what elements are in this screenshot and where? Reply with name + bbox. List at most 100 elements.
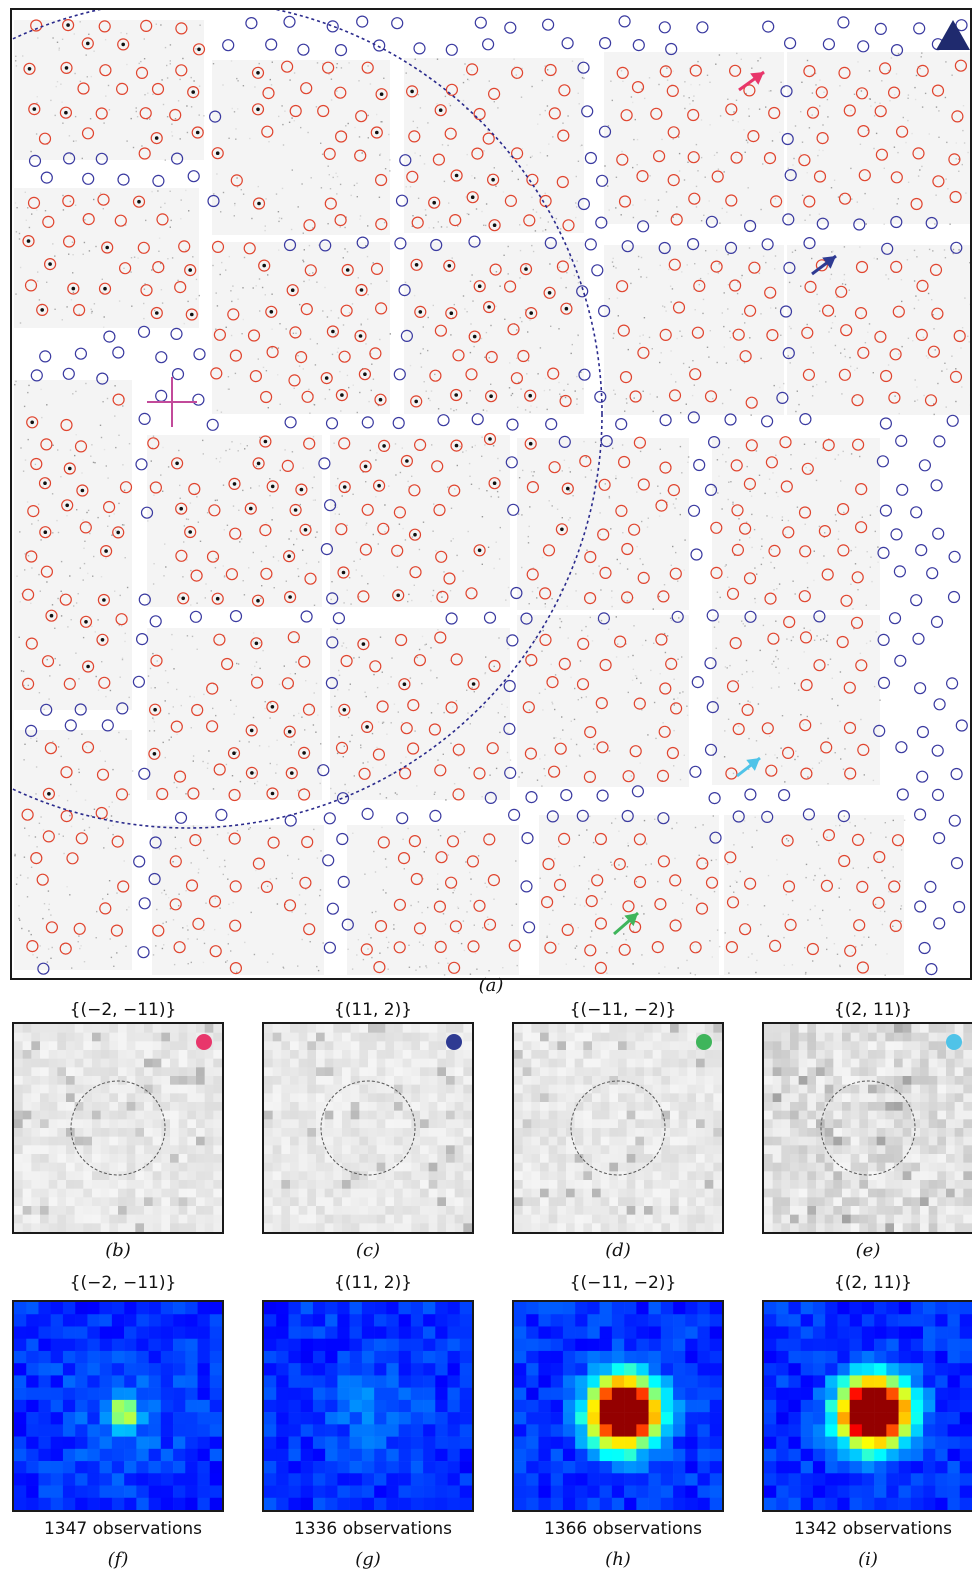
predicted-spot	[408, 528, 422, 541]
observed-spot	[40, 308, 44, 312]
predicted-spot-gap	[893, 565, 907, 578]
predicted-spot	[82, 213, 95, 226]
predicted-spot-gap	[704, 743, 718, 756]
predicted-spot-gap	[577, 197, 591, 211]
predicted-spot	[504, 194, 517, 207]
predicted-spot-gap	[561, 37, 574, 50]
predicted-spot	[874, 330, 887, 343]
predicted-spot	[281, 459, 294, 472]
predicted-spot	[616, 66, 629, 80]
predicted-spot	[298, 655, 311, 668]
predicted-spot	[213, 328, 226, 341]
predicted-spot-gap	[877, 633, 890, 647]
predicted-spot	[60, 418, 73, 432]
predicted-spot	[22, 677, 35, 691]
predicted-spot	[927, 345, 941, 358]
predicted-spot	[525, 653, 538, 667]
predicted-spot	[376, 700, 389, 713]
predicted-spot-gap	[591, 264, 604, 277]
predicted-spot	[115, 82, 129, 96]
detector-module	[152, 825, 324, 975]
predicted-spot	[670, 213, 683, 226]
observed-spot	[454, 173, 459, 178]
predicted-spot	[184, 525, 197, 539]
predicted-spot	[191, 126, 204, 139]
predicted-spot	[598, 478, 611, 491]
predicted-spot-gap	[522, 921, 536, 934]
predicted-spot	[211, 240, 225, 253]
predicted-spot	[38, 132, 52, 145]
predicted-spot-gap	[709, 831, 722, 844]
predicted-spot	[633, 436, 647, 449]
predicted-spot	[393, 941, 406, 954]
predicted-spot	[374, 919, 388, 933]
predicted-spot-gap	[926, 567, 939, 580]
predicted-spot	[843, 104, 856, 117]
predicted-spot	[666, 84, 679, 98]
predicted-spot-gap	[395, 194, 409, 207]
predicted-spot	[152, 261, 165, 274]
observed-spot	[269, 310, 274, 314]
predicted-spot	[101, 241, 114, 254]
predicted-spot	[22, 588, 35, 601]
detector-module	[517, 438, 689, 610]
predicted-spot	[435, 550, 448, 563]
arrow-icon	[738, 70, 765, 92]
predicted-spot	[560, 302, 573, 315]
predicted-spot	[444, 127, 457, 140]
predicted-spot	[854, 521, 868, 534]
observed-spot	[432, 200, 437, 205]
observed-spot	[86, 664, 90, 669]
predicted-spot	[813, 659, 826, 672]
observed-spot	[190, 312, 194, 317]
predicted-spot	[889, 348, 902, 361]
predicted-spot	[836, 635, 849, 649]
predicted-spot	[782, 526, 795, 539]
observed-spot	[105, 245, 109, 250]
predicted-spot	[338, 703, 351, 716]
title-e: {(2, 11)}	[833, 1000, 913, 1020]
observed-spot	[566, 486, 570, 491]
predicted-spot	[99, 544, 113, 558]
predicted-spot	[369, 660, 382, 673]
predicted-spot	[561, 482, 574, 495]
predicted-spot	[414, 438, 427, 451]
predicted-spot	[357, 590, 370, 603]
predicted-spot	[766, 329, 779, 342]
predicted-spot	[583, 770, 597, 784]
predicted-spot	[303, 437, 316, 450]
predicted-spot-gap	[913, 682, 927, 695]
predicted-spot-gap	[520, 880, 533, 893]
predicted-spot-gap	[779, 305, 793, 318]
observed-spot	[529, 311, 533, 315]
observed-spot	[470, 195, 475, 199]
predicted-spot	[452, 788, 465, 801]
predicted-spot	[221, 657, 234, 671]
observed-spot	[175, 461, 179, 466]
predicted-spot-gap	[948, 550, 961, 563]
observed-spot	[438, 108, 443, 112]
predicted-spot	[504, 280, 517, 293]
predicted-spot	[414, 305, 427, 318]
observed-spot	[410, 89, 414, 94]
observations-g: 1336 observations	[293, 1519, 453, 1539]
predicted-spot-gap	[894, 654, 907, 667]
predicted-spot-gap	[888, 612, 902, 625]
predicted-spot	[473, 280, 486, 293]
predicted-spot	[667, 174, 680, 187]
predicted-spot-gap	[950, 856, 964, 870]
title-c: {(11, 2)}	[333, 1000, 413, 1020]
observed-spot	[341, 570, 346, 575]
predicted-spot-gap	[138, 593, 151, 606]
predicted-spot	[799, 545, 812, 558]
predicted-spot-gap	[915, 543, 928, 557]
predicted-spot	[450, 169, 463, 182]
predicted-spot	[691, 326, 705, 339]
observed-spot	[375, 130, 379, 135]
predicted-spot	[483, 833, 496, 846]
predicted-spot	[95, 806, 108, 820]
detector-module	[212, 242, 390, 414]
detector-module	[14, 188, 199, 328]
predicted-spot-gap	[283, 238, 297, 252]
predicted-spot	[667, 484, 681, 497]
